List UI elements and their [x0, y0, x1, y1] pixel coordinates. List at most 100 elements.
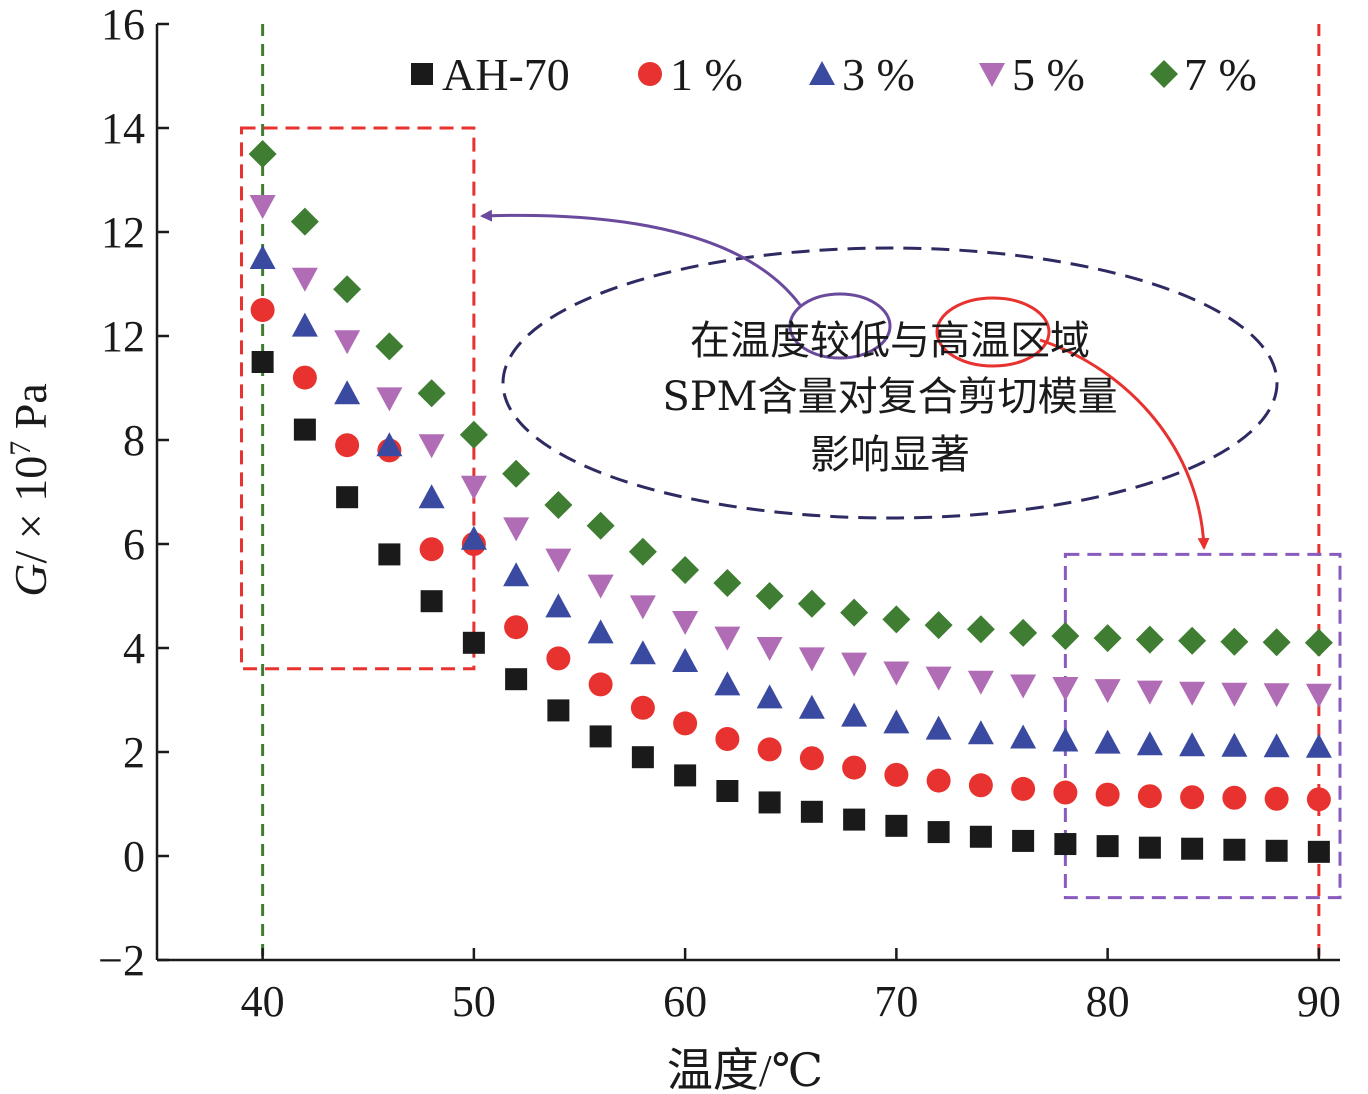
data-point: [1262, 628, 1291, 657]
data-point: [925, 715, 952, 740]
y-axis-title-exp: 7: [4, 441, 37, 456]
annotation: 在温度较低与高温区域 SPM含量对复合剪切模量 影响显著: [480, 209, 1279, 550]
data-point: [1265, 839, 1288, 862]
data-point: [927, 821, 950, 844]
data-point: [841, 652, 868, 677]
data-point: [251, 351, 274, 373]
data-point: [716, 780, 739, 802]
data-points: [248, 140, 1333, 863]
data-point: [249, 245, 276, 269]
x-tick-label: 60: [663, 977, 707, 1026]
legend-label: 5 %: [1012, 49, 1085, 100]
data-point: [969, 825, 992, 848]
series-circle: [250, 298, 1331, 812]
data-point: [883, 709, 910, 734]
annotation-ellipse: [501, 246, 1279, 520]
data-point: [1137, 784, 1162, 809]
data-point: [589, 725, 612, 748]
data-point: [1221, 732, 1248, 757]
reference-lines: [261, 24, 1321, 960]
y-tick-label: 12: [101, 208, 145, 257]
data-point: [460, 475, 487, 500]
data-point: [882, 605, 911, 634]
data-point: [1221, 682, 1248, 707]
data-point: [715, 727, 740, 751]
data-point: [1304, 628, 1333, 657]
x-tick-label: 40: [241, 977, 285, 1026]
data-point: [250, 298, 275, 322]
data-point: [1095, 782, 1120, 807]
data-point: [378, 543, 401, 566]
data-point: [1179, 681, 1206, 706]
data-point: [756, 637, 783, 661]
data-point: [335, 433, 360, 458]
data-point: [672, 611, 699, 635]
data-point: [376, 387, 403, 412]
data-point: [1094, 679, 1121, 704]
data-point: [502, 459, 531, 488]
legend-marker: [638, 62, 662, 86]
series-diamond: [248, 140, 1333, 657]
annotation-line-3: 影响显著: [810, 432, 970, 478]
data-point: [503, 562, 530, 587]
data-point: [841, 702, 868, 727]
data-point: [1179, 732, 1206, 757]
arrow-to-high-temp: [1039, 338, 1210, 550]
x-ticks: 40 50 60 70 80 90: [241, 948, 1341, 1026]
data-point: [460, 525, 487, 550]
data-point: [292, 365, 317, 390]
data-point: [1052, 727, 1079, 752]
y-tick-label: 12: [101, 312, 145, 361]
data-point: [545, 548, 572, 573]
x-tick-label: 70: [874, 977, 918, 1026]
x-tick-label: 90: [1297, 977, 1341, 1026]
x-tick-label: 80: [1086, 977, 1130, 1026]
legend-marker: [1150, 60, 1178, 88]
data-point: [1306, 787, 1331, 812]
data-point: [629, 640, 656, 665]
data-point: [504, 615, 529, 640]
data-point: [1012, 829, 1035, 852]
y-axis-title-unit: Pa: [5, 383, 56, 441]
data-point: [631, 746, 654, 769]
data-point: [629, 595, 656, 620]
data-point: [588, 672, 613, 697]
legend-marker: [411, 63, 433, 85]
data-point: [843, 808, 866, 831]
data-point: [1222, 785, 1247, 810]
data-point: [1305, 733, 1332, 758]
x-axis-title: 温度/℃: [667, 1045, 823, 1094]
data-point: [630, 695, 655, 720]
data-point: [418, 434, 445, 459]
data-point: [546, 646, 571, 671]
data-point: [966, 615, 995, 644]
data-point: [755, 582, 784, 610]
data-point: [1180, 785, 1205, 810]
data-point: [1307, 840, 1330, 863]
data-point: [885, 814, 908, 837]
data-point: [503, 517, 530, 542]
data-point: [248, 140, 277, 168]
y-tick-label: 4: [123, 624, 145, 673]
data-point: [842, 755, 867, 780]
data-point: [293, 418, 316, 441]
y-ticks: −2 0 2 4 6 8 12 12 14 16: [98, 0, 169, 985]
data-point: [1136, 731, 1163, 756]
data-point: [547, 699, 570, 722]
data-point: [798, 694, 825, 719]
data-point: [420, 590, 443, 613]
data-point: [628, 537, 657, 566]
data-point: [1096, 835, 1119, 858]
data-point: [333, 275, 362, 304]
y-axis-title: G/ × 107 Pa: [4, 383, 56, 596]
y-tick-label: 8: [123, 416, 145, 465]
legend-marker: [979, 63, 1005, 87]
y-tick-label: 14: [101, 104, 145, 153]
legend-marker: [809, 61, 835, 85]
legend-label: 7 %: [1184, 49, 1257, 100]
data-point: [459, 420, 488, 449]
data-point: [926, 768, 951, 793]
data-point: [291, 312, 318, 337]
data-point: [884, 762, 909, 787]
